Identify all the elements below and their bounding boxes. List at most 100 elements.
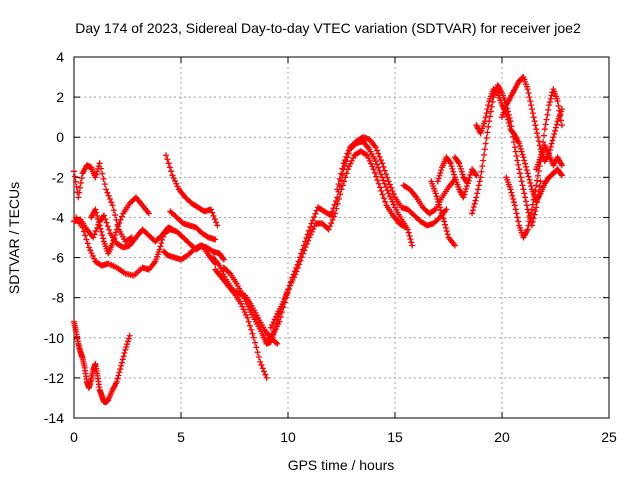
data-point xyxy=(435,175,442,182)
data-point xyxy=(554,98,561,105)
data-point xyxy=(543,116,550,123)
data-point xyxy=(528,183,535,190)
data-point xyxy=(446,159,453,166)
data-point xyxy=(71,173,78,180)
data-point xyxy=(469,207,476,214)
data-point xyxy=(513,153,520,160)
data-point xyxy=(173,180,180,187)
data-point xyxy=(517,145,524,152)
data-point xyxy=(118,362,125,369)
data-point xyxy=(479,163,486,170)
data-point xyxy=(489,98,496,105)
data-point xyxy=(270,319,277,326)
data-point xyxy=(328,220,335,227)
data-point xyxy=(73,183,80,190)
data-point xyxy=(532,208,539,215)
data-point xyxy=(547,143,554,150)
data-point xyxy=(484,106,491,113)
data-point xyxy=(104,223,111,230)
data-point xyxy=(388,184,395,191)
data-point xyxy=(374,177,381,184)
data-point xyxy=(252,339,259,346)
data-point xyxy=(513,210,520,217)
data-point xyxy=(243,301,250,308)
data-point xyxy=(481,151,488,158)
data-point xyxy=(244,314,251,321)
data-point xyxy=(493,89,500,96)
data-point xyxy=(350,155,357,162)
data-point xyxy=(170,175,177,182)
data-point xyxy=(550,134,557,141)
data-point xyxy=(534,134,541,141)
series-arc-8 xyxy=(167,208,219,243)
data-point xyxy=(114,375,121,382)
data-point xyxy=(115,223,122,230)
data-point xyxy=(94,168,101,175)
data-point xyxy=(310,226,317,233)
data-point xyxy=(333,205,340,212)
data-point xyxy=(342,174,349,181)
data-point xyxy=(558,172,565,179)
data-point xyxy=(381,167,388,174)
data-point xyxy=(478,168,485,175)
data-point xyxy=(109,240,116,247)
data-point xyxy=(442,224,449,231)
data-point xyxy=(402,224,409,231)
data-point xyxy=(407,236,414,243)
data-point xyxy=(548,140,555,147)
series-arc-23 xyxy=(533,142,565,173)
data-point xyxy=(248,326,255,333)
data-point xyxy=(100,212,107,219)
data-point xyxy=(98,228,105,235)
data-point xyxy=(374,161,381,168)
data-point xyxy=(241,295,248,302)
data-point xyxy=(542,121,549,128)
data-point xyxy=(340,160,347,167)
data-point xyxy=(540,139,547,146)
data-point xyxy=(263,374,270,381)
data-point xyxy=(382,198,389,205)
data-point xyxy=(105,192,112,199)
series-arc-1 xyxy=(71,160,135,245)
data-point xyxy=(505,119,512,126)
series-arc-4 xyxy=(88,194,152,257)
data-point xyxy=(159,236,166,243)
data-point xyxy=(302,244,309,251)
data-point xyxy=(528,206,535,213)
data-point xyxy=(526,94,533,101)
data-point xyxy=(241,309,248,316)
data-point xyxy=(83,236,90,243)
data-point xyxy=(365,155,372,162)
data-point xyxy=(88,250,95,257)
data-point xyxy=(331,201,338,208)
data-point xyxy=(92,206,99,213)
data-point xyxy=(443,228,450,235)
data-point xyxy=(267,324,274,331)
data-point xyxy=(92,228,99,235)
data-point xyxy=(459,171,466,178)
data-point xyxy=(245,318,252,325)
data-point xyxy=(506,122,513,129)
data-point xyxy=(450,168,457,175)
data-point xyxy=(299,250,306,257)
series-arc-13 xyxy=(267,148,409,331)
data-point xyxy=(85,244,92,251)
data-point xyxy=(552,127,559,134)
data-point xyxy=(381,180,388,187)
data-point xyxy=(487,113,494,120)
data-point xyxy=(259,365,266,372)
data-point xyxy=(540,132,547,139)
data-point xyxy=(434,195,441,202)
data-point xyxy=(466,174,473,181)
plot-frame xyxy=(73,56,610,419)
data-point xyxy=(522,163,529,170)
data-point xyxy=(531,118,538,125)
data-point xyxy=(94,212,101,219)
data-point xyxy=(530,196,537,203)
data-point xyxy=(110,237,117,244)
data-point xyxy=(72,178,79,185)
data-point xyxy=(94,216,101,223)
data-point xyxy=(555,102,562,109)
data-point xyxy=(483,135,490,142)
data-point xyxy=(507,186,514,193)
